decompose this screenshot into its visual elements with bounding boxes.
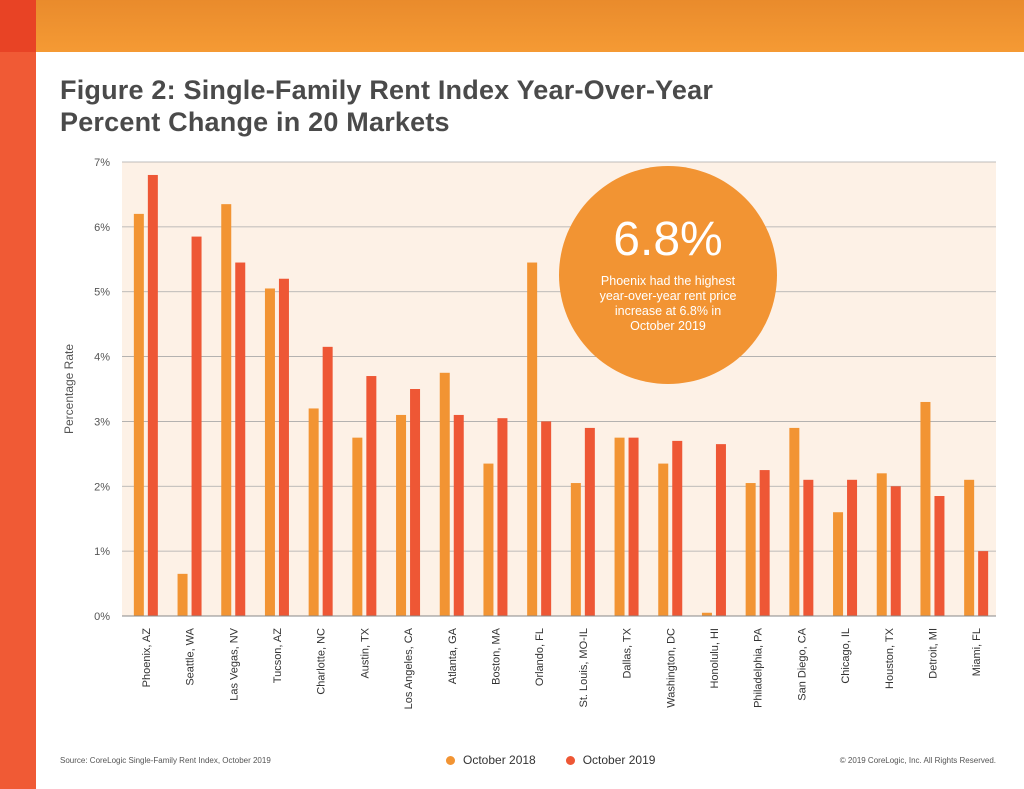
x-tick-label: Phoenix, AZ [141, 628, 153, 688]
y-tick-label: 6% [94, 222, 110, 234]
bar-2018 [483, 463, 494, 616]
left-accent-corner [0, 0, 36, 52]
bar-2019 [890, 486, 901, 616]
bar-2019 [584, 427, 595, 616]
x-tick-label: Houston, TX [884, 627, 896, 689]
x-tick-label: Seattle, WA [185, 627, 197, 685]
bar-2019 [278, 278, 289, 616]
x-tick-label: Las Vegas, NV [228, 627, 240, 700]
bar-2018 [614, 437, 625, 616]
y-axis-label: Percentage Rate [62, 344, 76, 434]
legend-label-2019: October 2019 [582, 753, 656, 767]
source-note: Source: CoreLogic Single-Family Rent Ind… [60, 756, 271, 765]
top-accent-bar [36, 0, 1024, 52]
bar-2019 [628, 437, 639, 616]
bar-2018 [570, 483, 581, 616]
bar-2019 [934, 496, 945, 616]
y-tick-label: 1% [94, 546, 110, 558]
bar-2019 [803, 479, 814, 616]
legend: October 2018 October 2019 [446, 752, 685, 768]
x-tick-label: Honolulu, HI [709, 628, 721, 689]
bar-2018 [527, 262, 538, 616]
bar-2018 [352, 437, 363, 616]
chart-title: Figure 2: Single-Family Rent Index Year-… [60, 75, 714, 137]
x-tick-label: Orlando, FL [534, 628, 546, 686]
callout-circle: 6.8% Phoenix had the highest year-over-y… [559, 166, 777, 384]
bar-2018 [876, 473, 887, 616]
bar-2019 [366, 376, 377, 616]
legend-swatch-2019 [565, 755, 575, 765]
left-accent-bar [0, 0, 36, 789]
x-tick-label: Atlanta, GA [447, 627, 459, 684]
x-tick-label: Tucson, AZ [272, 628, 284, 684]
y-tick-label: 2% [94, 481, 110, 493]
bar-2019 [715, 444, 726, 616]
bar-2018 [221, 204, 232, 616]
bar-2019 [541, 421, 552, 616]
x-tick-label: Washington, DC [665, 628, 677, 708]
bar-2019 [235, 262, 246, 616]
bar-2018 [833, 512, 844, 616]
x-tick-label: Los Angeles, CA [403, 627, 415, 709]
x-tick-label: St. Louis, MO-IL [578, 628, 590, 707]
bar-2018 [658, 463, 669, 616]
bar-2019 [147, 174, 158, 616]
bar-2019 [453, 414, 464, 616]
x-tick-label: San Diego, CA [796, 627, 808, 700]
y-tick-label: 4% [94, 352, 110, 364]
legend-item-2018: October 2018 [446, 753, 536, 767]
bar-2018 [964, 479, 975, 616]
x-tick-label: Detroit, MI [927, 628, 939, 679]
copyright-note: © 2019 CoreLogic, Inc. All Rights Reserv… [839, 756, 996, 765]
x-tick-label: Chicago, IL [840, 628, 852, 684]
y-tick-label: 7% [94, 157, 110, 169]
bar-2019 [759, 470, 770, 616]
x-tick-label: Austin, TX [359, 627, 371, 678]
bar-2019 [410, 389, 421, 616]
bar-2018 [745, 483, 756, 616]
bar-2018 [308, 408, 319, 616]
bar-2018 [920, 401, 931, 616]
bar-2019 [672, 440, 683, 616]
bar-2018 [264, 288, 275, 616]
callout-value: 6.8% [613, 213, 723, 266]
x-tick-label: Charlotte, NC [316, 628, 328, 695]
x-tick-label: Dallas, TX [622, 627, 634, 678]
bar-2018 [396, 414, 407, 616]
legend-swatch-2018 [446, 755, 455, 765]
bar-2018 [439, 372, 450, 616]
x-tick-label: Boston, MA [490, 627, 502, 685]
bar-2018 [133, 213, 144, 616]
bar-2019 [191, 236, 202, 617]
bar-2019 [322, 346, 333, 616]
legend-label-2018: October 2018 [463, 753, 536, 767]
bar-2019 [847, 479, 858, 616]
bar-2018 [701, 612, 712, 616]
x-tick-label: Miami, FL [971, 628, 983, 676]
legend-item-2019: October 2019 [565, 753, 656, 767]
y-tick-label: 3% [94, 416, 110, 428]
y-tick-label: 5% [94, 287, 110, 299]
bar-2018 [177, 573, 188, 616]
y-tick-label: 0% [94, 611, 110, 623]
bar-2019 [978, 551, 989, 616]
bar-2018 [789, 427, 800, 616]
x-tick-label: Philadelphia, PA [753, 627, 765, 708]
callout-text: Phoenix had the highest year-over-year r… [599, 274, 737, 333]
bar-2019 [497, 418, 508, 616]
